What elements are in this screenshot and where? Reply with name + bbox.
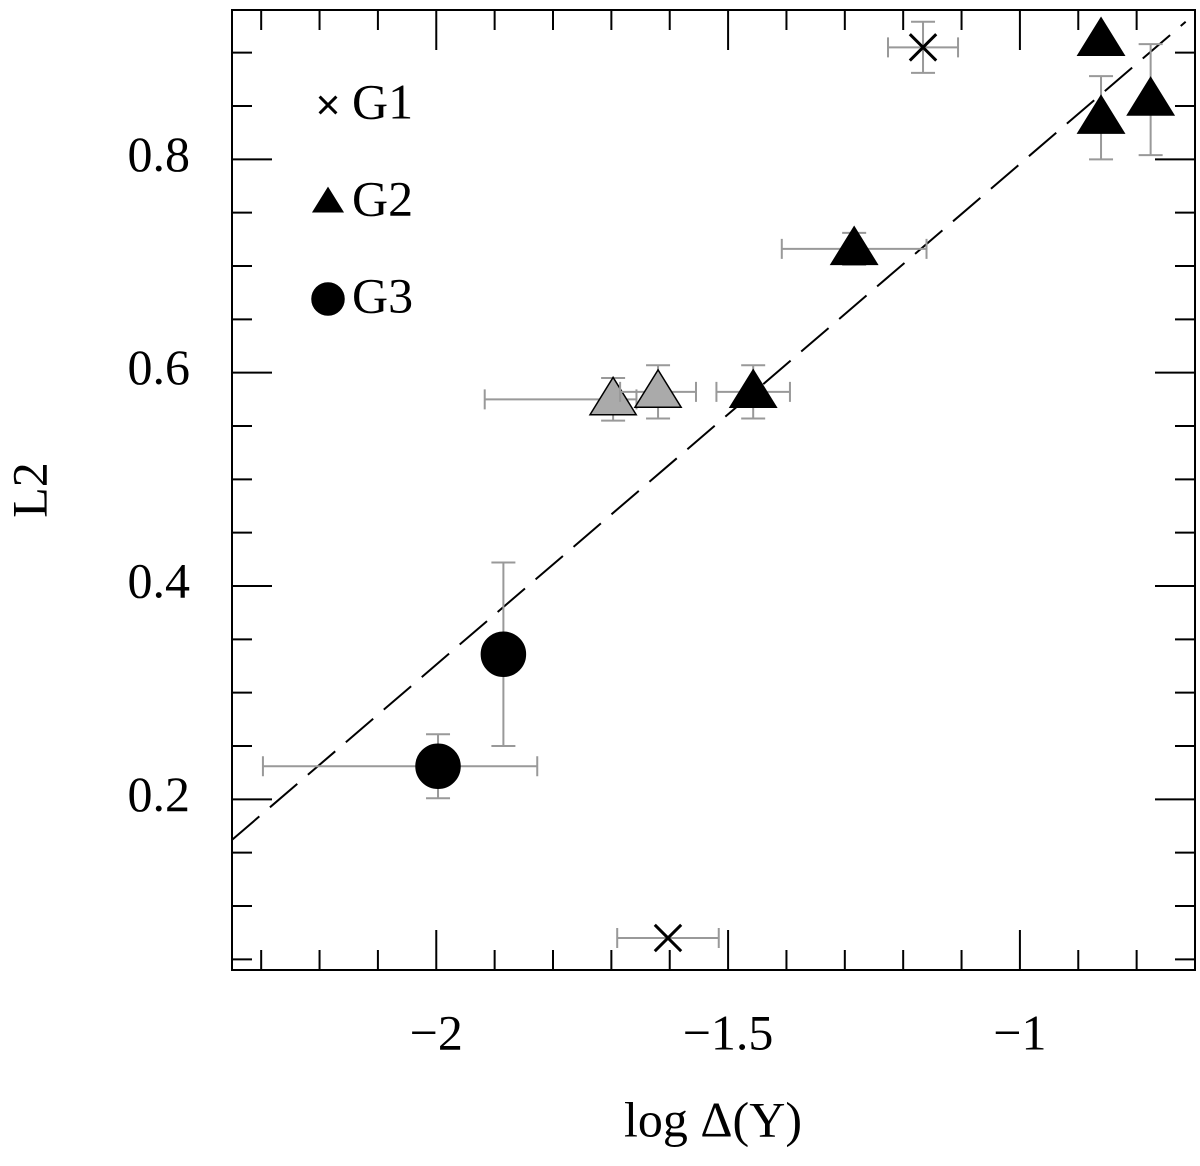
x-tick-label: −1.5 xyxy=(683,1004,774,1060)
legend-marker xyxy=(311,186,345,213)
x-error-bar xyxy=(261,756,539,777)
x-tick-label: −1 xyxy=(993,1004,1046,1060)
x-axis-label: log Δ(Y) xyxy=(624,1091,802,1147)
marker xyxy=(415,743,461,790)
marker xyxy=(1126,76,1176,116)
x-tick-label: −2 xyxy=(410,1004,463,1060)
legend-label: G1 xyxy=(352,73,413,129)
y-axis-label: L2 xyxy=(1,462,57,518)
marker xyxy=(1076,16,1126,57)
y-tick-label: 0.4 xyxy=(128,552,191,608)
marker xyxy=(633,368,683,409)
marker xyxy=(829,225,879,266)
marker xyxy=(1076,94,1126,134)
marker xyxy=(908,33,938,62)
marker xyxy=(653,923,683,953)
plot-frame xyxy=(231,9,1196,971)
legend-label: G3 xyxy=(352,267,413,323)
legend-marker xyxy=(318,95,338,115)
marker xyxy=(728,368,778,409)
y-tick-label: 0.8 xyxy=(128,126,191,182)
legend-marker xyxy=(311,282,345,316)
y-tick-label: 0.2 xyxy=(128,766,191,822)
fit-line xyxy=(231,20,1187,841)
marker xyxy=(480,631,527,678)
y-tick-label: 0.6 xyxy=(128,339,191,395)
legend-label: G2 xyxy=(352,170,413,226)
marker xyxy=(588,375,638,416)
